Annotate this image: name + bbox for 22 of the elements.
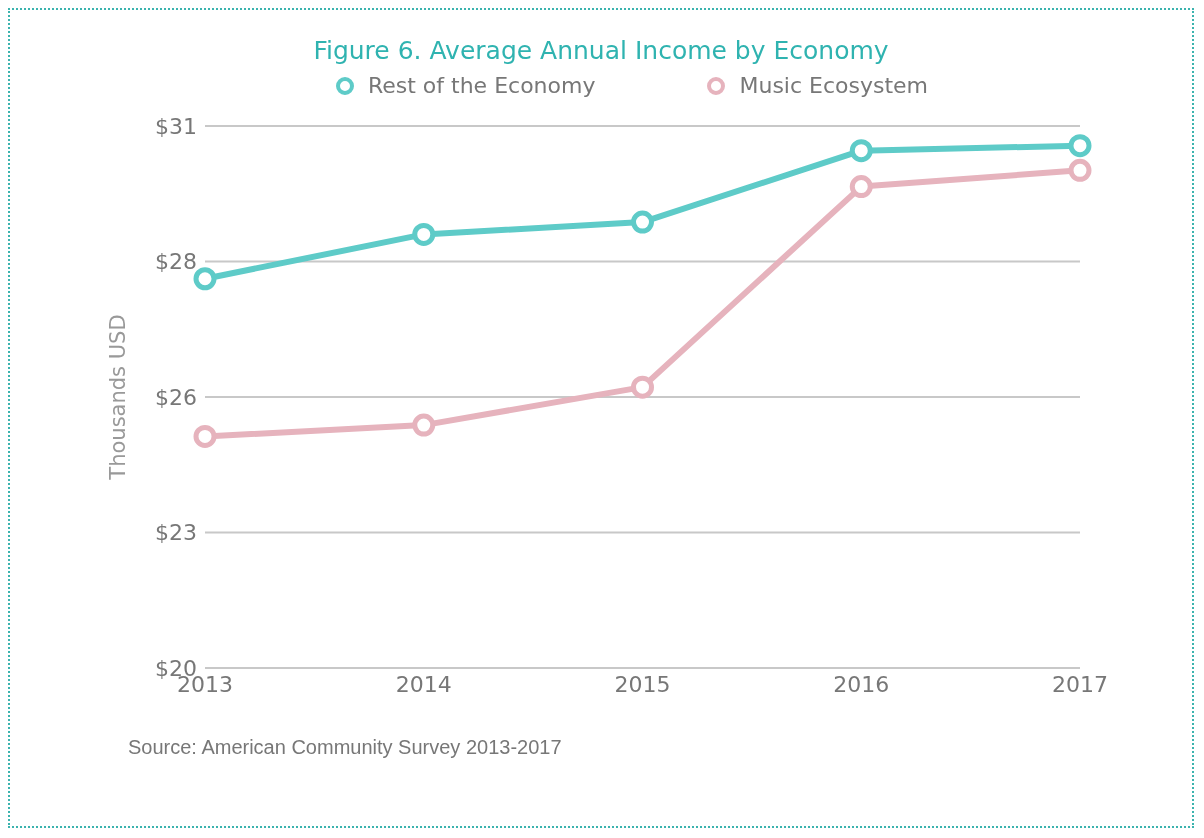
point (412, 222, 436, 246)
y-tick-label: $31 (155, 113, 197, 139)
x-tick-label: 2017 (1052, 671, 1108, 697)
point (849, 139, 873, 163)
point (631, 375, 654, 399)
point (412, 413, 436, 437)
point (1068, 158, 1092, 182)
legend-label: Music Ecosystem (739, 73, 929, 98)
y-tick-label: $26 (155, 384, 197, 410)
chart-title: Figure 6. Average Annual Income by Economy (312, 36, 890, 65)
point (193, 424, 217, 448)
x-tick-label: 2015 (614, 671, 671, 697)
y-axis-title: Thousands USD (106, 314, 131, 481)
x-tick-label: 2016 (833, 671, 890, 697)
legend-label: Rest of the Economy (367, 73, 596, 98)
point (631, 210, 654, 234)
y-tick-label: $28 (155, 249, 197, 275)
point (1068, 134, 1092, 158)
source-note: Source: American Community Survey 2013-2017 (128, 736, 563, 759)
y-tick-label: $23 (155, 520, 197, 546)
point (849, 175, 873, 199)
x-tick-label: 2014 (395, 671, 452, 697)
